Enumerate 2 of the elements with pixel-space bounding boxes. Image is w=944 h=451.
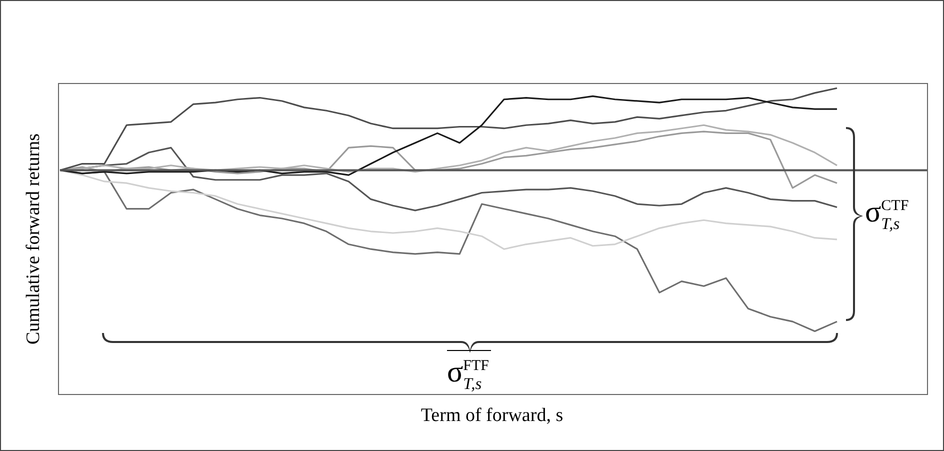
x-axis-title: Term of forward, s	[420, 405, 564, 426]
y-axis-title: Cumulative forward returns	[22, 132, 45, 347]
